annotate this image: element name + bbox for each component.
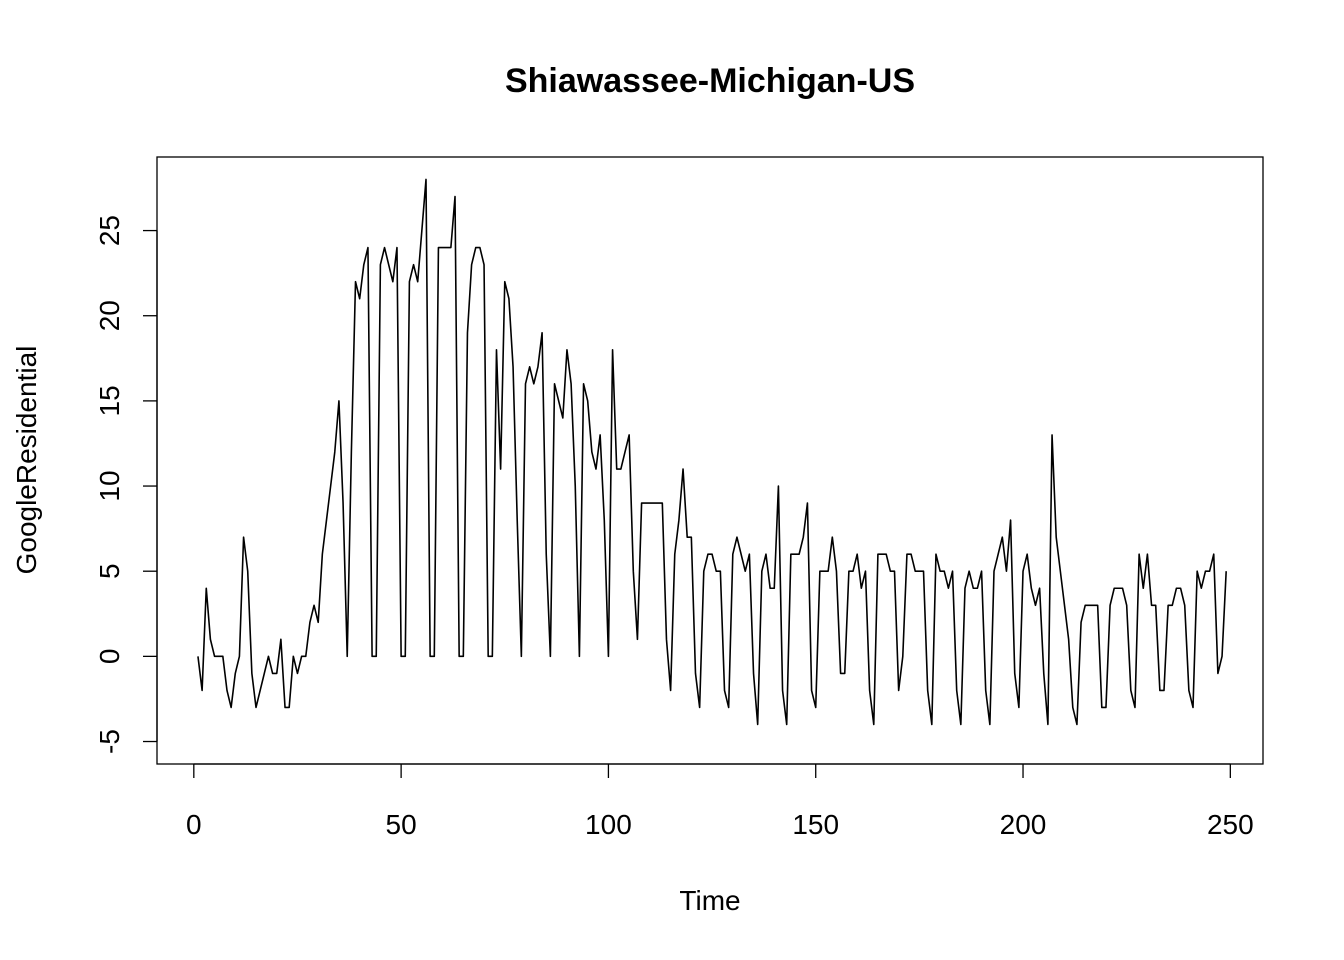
y-tick-label: 0 bbox=[94, 649, 125, 665]
y-axis-label: GoogleResidential bbox=[11, 346, 42, 575]
x-axis: 0 50 100 150 200 250 bbox=[186, 763, 1254, 840]
x-tick-label: 100 bbox=[585, 809, 632, 840]
series-line bbox=[197, 178, 1227, 726]
y-tick-label: 15 bbox=[94, 385, 125, 416]
x-tick-label: 150 bbox=[792, 809, 839, 840]
x-axis-label: Time bbox=[679, 885, 740, 916]
x-tick-label: 0 bbox=[186, 809, 202, 840]
y-tick-label: 10 bbox=[94, 470, 125, 501]
x-tick-label: 250 bbox=[1207, 809, 1254, 840]
plot-frame bbox=[156, 156, 1264, 765]
x-tick-label: 200 bbox=[1000, 809, 1047, 840]
chart-title: Shiawassee-Michigan-US bbox=[505, 62, 915, 100]
y-axis: -5 0 5 10 15 20 25 bbox=[94, 215, 158, 754]
x-tick-label: 50 bbox=[386, 809, 417, 840]
y-tick-label: 25 bbox=[94, 215, 125, 246]
y-tick-label: -5 bbox=[94, 729, 125, 754]
y-tick-label: 5 bbox=[94, 563, 125, 579]
y-tick-label: 20 bbox=[94, 300, 125, 331]
